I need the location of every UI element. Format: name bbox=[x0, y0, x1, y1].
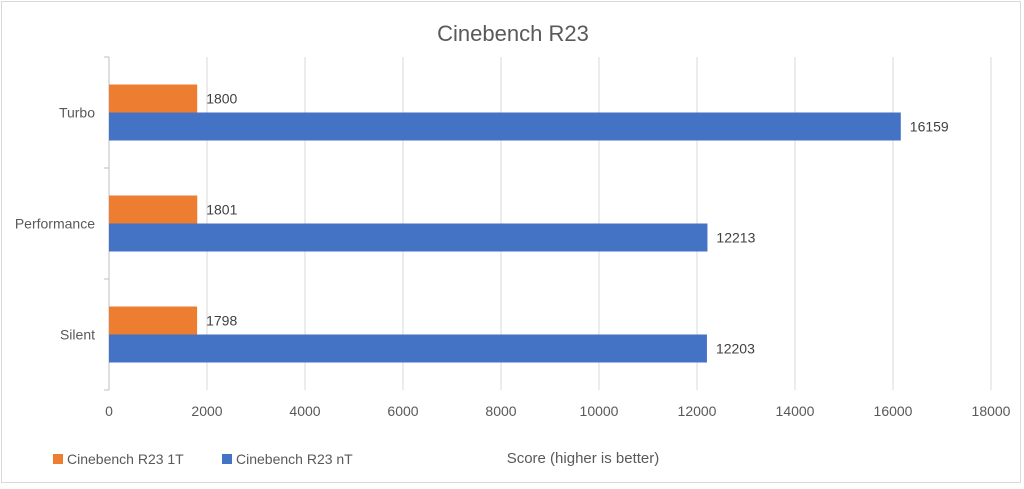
legend: Cinebench R23 1T Cinebench R23 nT bbox=[53, 451, 353, 467]
legend-label: Cinebench R23 nT bbox=[236, 451, 353, 467]
bar bbox=[109, 84, 198, 113]
category-axis bbox=[104, 56, 110, 391]
y-category-labels: Turbo Performance Silent bbox=[15, 105, 95, 343]
x-tick-label: 18000 bbox=[972, 403, 1011, 419]
data-label: 12203 bbox=[716, 341, 755, 357]
x-tick-label: 0 bbox=[105, 403, 113, 419]
x-tick-label: 8000 bbox=[485, 403, 516, 419]
x-tick-label: 10000 bbox=[580, 403, 619, 419]
data-label: 1801 bbox=[206, 202, 237, 218]
x-tick-label: 6000 bbox=[387, 403, 418, 419]
x-tick-label: 16000 bbox=[874, 403, 913, 419]
x-tick-label: 14000 bbox=[776, 403, 815, 419]
bar bbox=[109, 334, 707, 363]
legend-swatch bbox=[222, 454, 232, 464]
category-label: Turbo bbox=[59, 105, 95, 121]
x-tick-label: 4000 bbox=[289, 403, 320, 419]
category-label: Silent bbox=[60, 327, 95, 343]
x-axis-title: Score (higher is better) bbox=[507, 450, 660, 467]
x-tick-label: 2000 bbox=[191, 403, 222, 419]
legend-swatch bbox=[53, 454, 63, 464]
data-label: 16159 bbox=[910, 119, 949, 135]
chart-title: Cinebench R23 bbox=[437, 21, 589, 46]
data-labels-group: 1800 16159 1801 12213 1798 12203 bbox=[206, 91, 949, 357]
bars-group bbox=[109, 84, 901, 363]
bar bbox=[109, 223, 708, 252]
bar bbox=[109, 195, 198, 224]
x-tick-label: 12000 bbox=[678, 403, 717, 419]
bar bbox=[109, 112, 901, 141]
data-label: 12213 bbox=[716, 230, 755, 246]
data-label: 1798 bbox=[206, 313, 237, 329]
bar bbox=[109, 306, 198, 335]
data-label: 1800 bbox=[206, 91, 237, 107]
category-label: Performance bbox=[15, 216, 95, 232]
x-tick-labels: 0 2000 4000 6000 8000 10000 12000 14000 16000 180… bbox=[105, 403, 1011, 419]
legend-label: Cinebench R23 1T bbox=[67, 451, 184, 467]
